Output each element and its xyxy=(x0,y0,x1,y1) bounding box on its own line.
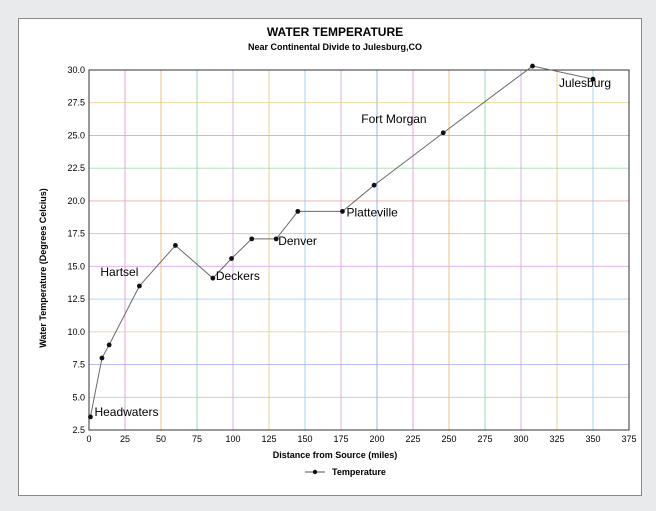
legend: Temperature xyxy=(305,467,386,477)
x-tick-label: 25 xyxy=(120,434,130,444)
temperature-point xyxy=(440,130,446,136)
annotation-label: Deckers xyxy=(216,269,260,283)
chart-subtitle: Near Continental Divide to Julesburg,CO xyxy=(248,42,422,52)
temperature-point xyxy=(210,275,216,281)
chart-frame: WATER TEMPERATURE Near Continental Divid… xyxy=(18,18,642,496)
y-tick-label: 12.5 xyxy=(67,294,85,304)
annotations: Headwaters Hartsel Deckers Denver Plattevill… xyxy=(94,76,611,419)
x-tick-label: 75 xyxy=(192,434,202,444)
x-tick-label: 250 xyxy=(441,434,456,444)
y-tick-label: 17.5 xyxy=(67,229,85,239)
annotation-label: Platteville xyxy=(346,205,398,219)
y-tick-label: 7.5 xyxy=(72,360,85,370)
y-tick-label: 15.0 xyxy=(67,261,85,271)
y-tick-label: 5.0 xyxy=(72,392,85,402)
x-tick-label: 125 xyxy=(261,434,276,444)
x-tick-label: 150 xyxy=(297,434,312,444)
annotation-label: Headwaters xyxy=(94,405,158,419)
temperature-point xyxy=(340,208,345,214)
x-tick-label: 275 xyxy=(477,434,492,444)
y-tick-label: 20.0 xyxy=(67,196,85,206)
temperature-point xyxy=(229,256,234,261)
x-tick-label: 375 xyxy=(621,434,636,444)
x-tick-label: 175 xyxy=(333,434,348,444)
temperature-point xyxy=(295,208,301,214)
annotation-label: Denver xyxy=(278,234,317,248)
x-tick-label: 300 xyxy=(513,434,528,444)
y-tick-label: 25.0 xyxy=(67,130,85,140)
temperature-point xyxy=(371,182,377,188)
temperature-point xyxy=(106,342,112,348)
x-tick-label: 0 xyxy=(86,434,91,444)
chart-svg: WATER TEMPERATURE Near Continental Divid… xyxy=(38,25,637,477)
x-tick-label: 325 xyxy=(549,434,564,444)
x-tick-label: 50 xyxy=(156,434,166,444)
annotation-label: Hartsel xyxy=(100,265,138,279)
temperature-point xyxy=(530,63,535,69)
x-tick-label: 200 xyxy=(369,434,384,444)
grid xyxy=(89,70,629,430)
x-tick-label: 350 xyxy=(585,434,600,444)
y-tick-label: 30.0 xyxy=(67,65,85,75)
x-tick-label: 225 xyxy=(405,434,420,444)
y-tick-label: 22.5 xyxy=(67,163,85,173)
plot-border xyxy=(88,69,630,431)
chart-title: WATER TEMPERATURE xyxy=(267,25,403,39)
y-axis-label: Water Temperature (Degrees Celcius) xyxy=(38,188,48,348)
temperature-point xyxy=(590,76,596,82)
y-tick-labels: 2.5 5.0 7.5 10.0 12.5 15.0 17.5 20.0 22.5 25.0 27.… xyxy=(67,65,85,435)
temperature-point xyxy=(99,355,105,361)
temperature-point xyxy=(88,414,93,420)
temperature-point xyxy=(173,243,178,248)
y-tick-label: 2.5 xyxy=(72,425,85,435)
annotation-label: Fort Morgan xyxy=(361,112,426,126)
temperature-point xyxy=(249,236,255,242)
y-tick-label: 10.0 xyxy=(67,327,85,337)
y-tick-label: 27.5 xyxy=(67,98,85,108)
temperature-point xyxy=(273,236,279,242)
x-tick-labels: 0 25 50 75 100 125 150 175 200 225 250 275 300 325 350… xyxy=(86,434,636,444)
annotation-label: Julesburg xyxy=(559,76,611,90)
series-temperature xyxy=(88,63,596,420)
x-axis-label: Distance from Source (miles) xyxy=(273,450,398,460)
x-tick-label: 100 xyxy=(225,434,240,444)
legend-label: Temperature xyxy=(332,467,386,477)
legend-marker xyxy=(312,469,318,475)
temperature-point xyxy=(137,283,142,289)
